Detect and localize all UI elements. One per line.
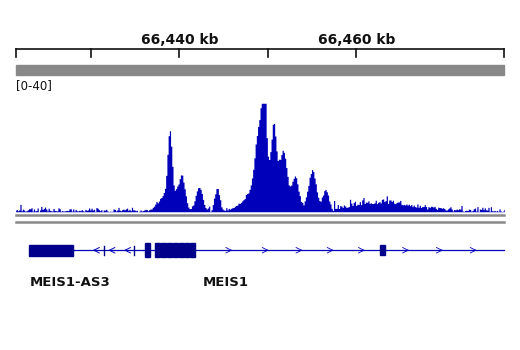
Bar <box>29 245 73 256</box>
Bar <box>161 243 166 257</box>
Text: 66,440 kb: 66,440 kb <box>140 33 218 47</box>
Bar <box>190 243 195 257</box>
Bar <box>179 243 184 257</box>
Bar <box>145 243 150 257</box>
Bar <box>155 243 160 257</box>
Bar <box>16 65 504 75</box>
Text: MEIS1: MEIS1 <box>203 276 249 289</box>
Text: MEIS1-AS3: MEIS1-AS3 <box>30 276 111 289</box>
Bar <box>185 243 189 257</box>
Text: [0-40]: [0-40] <box>16 79 51 92</box>
Bar <box>167 243 172 257</box>
Text: 66,460 kb: 66,460 kb <box>318 33 395 47</box>
Bar <box>380 245 385 255</box>
Bar <box>173 243 178 257</box>
